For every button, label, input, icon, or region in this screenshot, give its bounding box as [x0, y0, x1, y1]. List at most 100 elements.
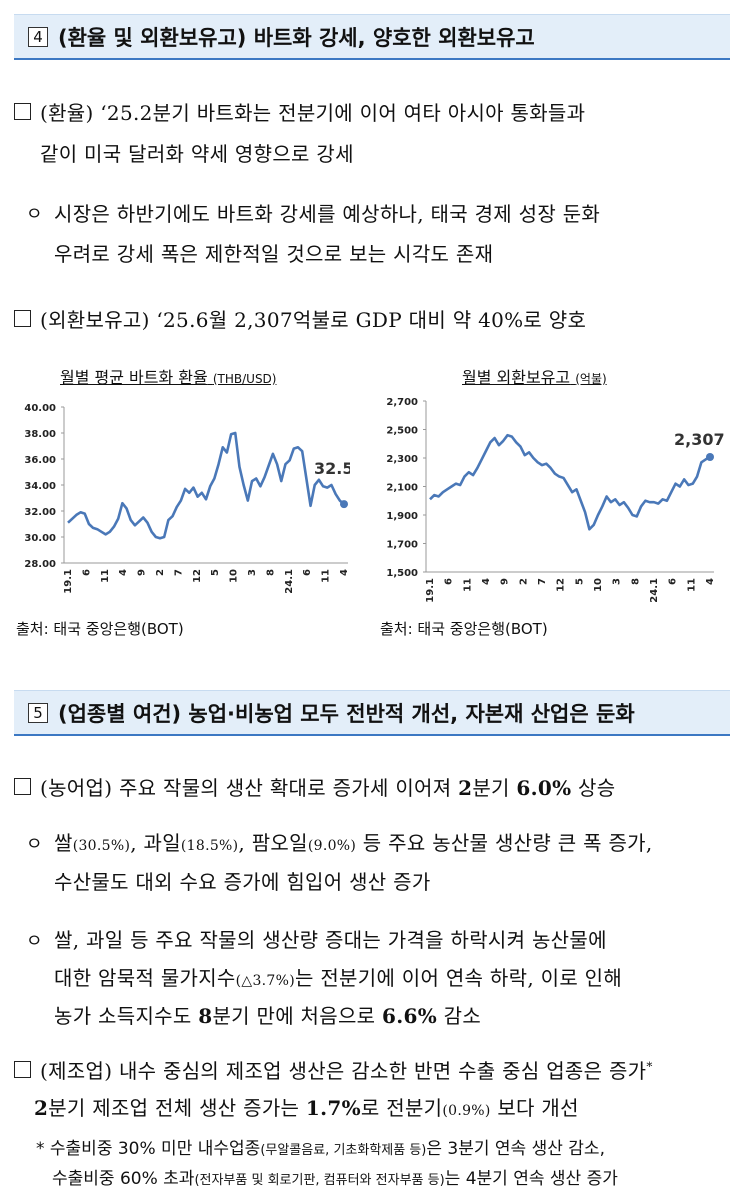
section-title: (환율 및 외환보유고) 바트화 강세, 양호한 외환보유고	[58, 25, 535, 50]
text: (18.5%)	[180, 838, 239, 854]
x-tick-label: 6	[668, 578, 679, 585]
text: , 팜오일	[238, 831, 308, 855]
text: 분기	[472, 776, 517, 800]
chart-source: 출처: 태국 중앙은행(BOT)	[380, 620, 548, 638]
chart-title: 월별 평균 바트화 환율 (THB/USD)	[60, 364, 276, 388]
x-tick-label: 4	[481, 578, 492, 585]
y-tick-label: 1,700	[386, 540, 418, 551]
bold-text: 2	[458, 776, 473, 800]
y-tick-label: 38.00	[24, 429, 56, 440]
x-tick-label: 10	[229, 569, 240, 583]
y-tick-label: 28.00	[24, 559, 56, 570]
section-4-header: 4 (환율 및 외환보유고) 바트화 강세, 양호한 외환보유고	[14, 14, 730, 60]
fx-reserves-chart: 2,700 2,500 2,300 2,100 1,900 1,700 1,500 19.1 6…	[386, 397, 725, 603]
bold-text: 6.6%	[382, 1004, 438, 1028]
bullet-icon: ㅇ	[26, 931, 43, 952]
paragraph-line: 시장은 하반기에도 바트화 강세를 예상하나, 태국 경제 성장 둔화	[54, 202, 601, 226]
x-tick-label: 24.1	[284, 569, 295, 594]
bold-text: 2	[34, 1096, 49, 1120]
bold-text: 8	[198, 1004, 213, 1028]
x-tick-label: 24.1	[649, 578, 660, 603]
text: 수출비중 30% 미만 내수업종	[49, 1139, 261, 1159]
x-tick-label: 11	[686, 578, 697, 592]
footnote-line: * 수출비중 30% 미만 내수업종(무알콜음료, 기초화학제품 등)은 3분기…	[36, 1134, 605, 1159]
x-tick-label: 12	[192, 569, 203, 583]
footnote-marker: *	[36, 1139, 45, 1159]
y-tick-label: 1,500	[386, 568, 418, 579]
text: 는 4분기 연속 생산 증가	[444, 1169, 618, 1189]
y-tick-label: 2,700	[386, 397, 418, 408]
text: 쌀	[54, 831, 73, 855]
bold-text: 6.0%	[516, 776, 572, 800]
x-tick-label: 4	[705, 578, 716, 585]
text: (△3.7%)	[235, 973, 295, 989]
x-tick-label: 10	[593, 578, 604, 592]
section-number: 5	[28, 702, 48, 723]
x-tick-label: 6	[81, 569, 92, 576]
paragraph-line: 같이 미국 달러화 약세 영향으로 강세	[40, 142, 354, 166]
x-tick-label: 6	[302, 569, 313, 576]
bullet-icon: ㅇ	[26, 834, 43, 855]
x-tick-label: 4	[339, 569, 350, 576]
text: 대한 암묵적 물가지수	[54, 966, 236, 990]
data-label: 2,307	[674, 430, 725, 449]
text: 분기 제조업 전체 생산 증가는	[48, 1096, 306, 1120]
bullet-icon: ㅇ	[26, 204, 43, 225]
x-tick-label: 9	[137, 569, 148, 576]
x-tick-label: 9	[500, 578, 511, 585]
text: 는 전분기에 이어 연속 하락, 이로 인해	[294, 966, 623, 990]
x-tick-label: 2	[155, 569, 166, 576]
paragraph-line: 쌀(30.5%), 과일(18.5%), 팜오일(9.0%) 등 주요 농산물 …	[54, 827, 653, 856]
chart-title-text: 월별 외환보유고	[462, 368, 571, 387]
text: (0.9%)	[442, 1103, 491, 1119]
paragraph-line: 대한 암묵적 물가지수(△3.7%)는 전분기에 이어 연속 하락, 이로 인해	[54, 962, 622, 991]
paragraph-line: (농어업) 주요 작물의 생산 확대로 증가세 이어져 2분기 6.0% 상승	[40, 772, 615, 801]
x-tick-label: 5	[574, 578, 585, 585]
checkbox-square-icon	[14, 1061, 31, 1078]
y-tick-label: 1,900	[386, 511, 418, 522]
text: 농가 소득지수도	[54, 1004, 199, 1028]
series-line	[67, 431, 345, 540]
paragraph-line: 수산물도 대외 수요 증가에 힘입어 생산 증가	[54, 870, 431, 894]
y-tick-label: 40.00	[24, 403, 56, 414]
chart-unit: (억불)	[575, 372, 607, 386]
exchange-rate-chart: 40.00 38.00 36.00 34.00 32.00 30.00 28.00 19.1 6…	[24, 403, 350, 594]
chart-title: 월별 외환보유고 (억불)	[462, 364, 607, 388]
text: 분기 만에 처음으로	[212, 1004, 383, 1028]
bold-text: 1.7%	[305, 1096, 361, 1120]
checkbox-square-icon	[14, 310, 31, 327]
footnote-marker: *	[646, 1059, 653, 1074]
text: 로 전분기	[360, 1096, 443, 1120]
data-label: 32.53	[314, 459, 350, 478]
y-tick-label: 2,100	[386, 483, 418, 494]
x-tick-label: 12	[556, 578, 567, 592]
last-point-marker	[706, 453, 714, 462]
x-tick-label: 19.1	[425, 578, 436, 603]
paragraph-line: (외환보유고) ‘25.6월 2,307억불로 GDP 대비 약 40%로 양호	[40, 308, 587, 332]
x-tick-label: 3	[247, 569, 258, 576]
x-tick-label: 8	[265, 569, 276, 576]
y-tick-label: 32.00	[24, 507, 56, 518]
x-tick-label: 11	[462, 578, 473, 592]
x-tick-label: 3	[612, 578, 623, 585]
y-tick-label: 34.00	[24, 481, 56, 492]
y-tick-label: 30.00	[24, 533, 56, 544]
x-tick-label: 11	[321, 569, 332, 583]
paragraph-line: 우려로 강세 폭은 제한적일 것으로 보는 시각도 존재	[54, 242, 494, 266]
paragraph-line: (제조업) 내수 중심의 제조업 생산은 감소한 반면 수출 중심 업종은 증가…	[40, 1055, 653, 1084]
checkbox-square-icon	[14, 778, 31, 795]
y-tick-label: 2,500	[386, 426, 418, 437]
text: (제조업) 내수 중심의 제조업 생산은 감소한 반면 수출 중심 업종은 증가	[40, 1059, 647, 1083]
paragraph-line: (환율) ‘25.2분기 바트화는 전분기에 이어 여타 아시아 통화들과	[40, 101, 586, 125]
last-point-marker	[340, 500, 348, 509]
footnote-line: 수출비중 60% 초과(전자부품 및 회로기판, 컴퓨터와 전자부품 등)는 4…	[52, 1164, 618, 1189]
text: (9.0%)	[307, 838, 357, 854]
text: 수출비중 60% 초과	[52, 1169, 195, 1189]
series-line	[429, 433, 711, 531]
x-tick-label: 19.1	[63, 569, 74, 594]
y-tick-label: 2,300	[386, 454, 418, 465]
x-tick-label: 7	[173, 569, 184, 576]
section-5-header: 5 (업종별 여건) 농업·비농업 모두 전반적 개선, 자본재 산업은 둔화	[14, 690, 730, 736]
y-tick-label: 36.00	[24, 455, 56, 466]
text: 등 주요 농산물 생산량 큰 폭 증가,	[356, 831, 653, 855]
